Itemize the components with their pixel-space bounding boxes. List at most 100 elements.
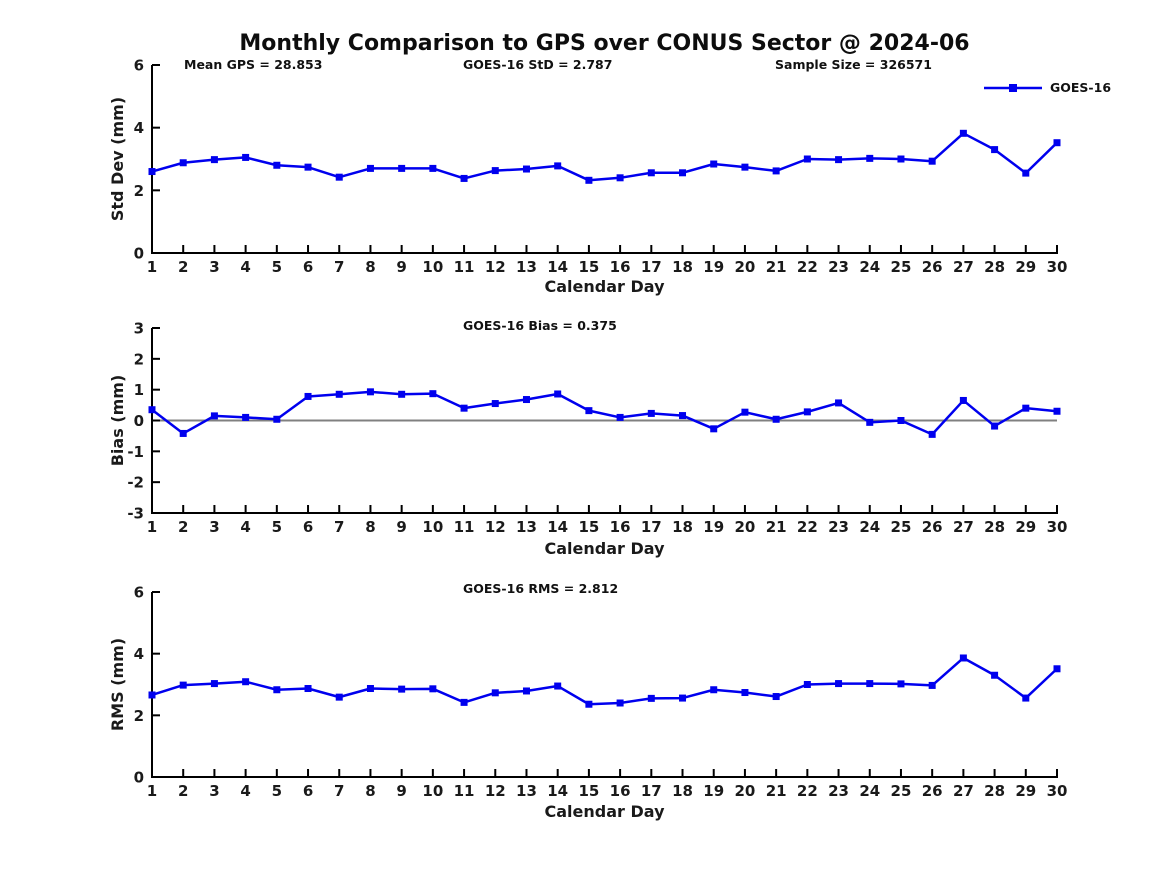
data-point-marker — [585, 176, 593, 184]
x-tick-label: 6 — [303, 782, 313, 800]
y-tick-label: 2 — [134, 350, 144, 368]
data-point-marker — [647, 694, 655, 702]
x-tick-label: 12 — [485, 782, 506, 800]
x-tick-label: 15 — [578, 258, 599, 276]
data-point-marker — [866, 154, 874, 162]
x-tick-label: 30 — [1047, 518, 1068, 536]
data-point-marker — [991, 146, 999, 154]
data-point-marker — [335, 173, 343, 181]
x-tick-label: 13 — [516, 518, 537, 536]
data-point-marker — [835, 680, 843, 688]
x-tick-label: 25 — [891, 518, 912, 536]
annotation-goes16-std: GOES-16 StD = 2.787 — [463, 57, 613, 72]
x-axis-label: Calendar Day — [545, 539, 666, 558]
data-point-marker — [491, 689, 499, 697]
x-axis-label: Calendar Day — [545, 802, 666, 821]
goes16-series-line — [151, 132, 1058, 182]
data-point-marker — [679, 169, 687, 177]
annotation-goes16-rms: GOES-16 RMS = 2.812 — [463, 581, 619, 596]
data-point-marker — [210, 412, 218, 420]
annotation-mean-gps: Mean GPS = 28.853 — [184, 57, 323, 72]
data-point-marker — [991, 422, 999, 430]
x-tick-label: 28 — [984, 782, 1005, 800]
data-point-marker — [647, 409, 655, 417]
data-point-marker — [179, 681, 187, 689]
x-tick-label: 3 — [209, 518, 219, 536]
data-point-marker — [928, 681, 936, 689]
x-tick-label: 17 — [641, 258, 662, 276]
x-tick-label: 30 — [1047, 782, 1068, 800]
x-tick-label: 25 — [891, 782, 912, 800]
y-tick-label: 2 — [134, 182, 144, 200]
y-tick-label: -3 — [127, 505, 144, 523]
data-point-marker — [335, 390, 343, 398]
data-point-marker — [304, 392, 312, 400]
x-tick-label: 23 — [828, 518, 849, 536]
y-axis-label: Bias (mm) — [108, 375, 127, 467]
x-tick-label: 30 — [1047, 258, 1068, 276]
x-tick-label: 29 — [1015, 518, 1036, 536]
data-point-marker — [429, 164, 437, 172]
data-point-marker — [148, 691, 156, 699]
x-tick-label: 6 — [303, 518, 313, 536]
data-point-marker — [1022, 694, 1030, 702]
data-point-marker — [398, 685, 406, 693]
legend-line-sample-icon — [984, 83, 1042, 92]
data-point-marker — [741, 408, 749, 416]
x-tick-label: 28 — [984, 258, 1005, 276]
x-tick-label: 6 — [303, 258, 313, 276]
y-axis-label: RMS (mm) — [108, 638, 127, 731]
data-point-marker — [741, 689, 749, 697]
data-point-marker — [554, 162, 562, 170]
y-tick-label: 1 — [134, 381, 144, 399]
data-point-marker — [959, 654, 967, 662]
x-tick-label: 15 — [578, 518, 599, 536]
data-point-marker — [522, 165, 530, 173]
x-tick-label: 24 — [859, 782, 880, 800]
data-point-marker — [491, 400, 499, 408]
data-point-marker — [772, 415, 780, 423]
data-point-marker — [429, 390, 437, 398]
x-tick-label: 14 — [547, 258, 568, 276]
data-point-marker — [304, 163, 312, 171]
data-point-marker — [897, 417, 905, 424]
x-tick-label: 23 — [828, 258, 849, 276]
goes16-series-line — [151, 390, 1058, 436]
x-tick-label: 27 — [953, 518, 974, 536]
data-point-marker — [554, 682, 562, 690]
x-tick-label: 16 — [610, 782, 631, 800]
x-tick-label: 18 — [672, 518, 693, 536]
x-tick-label: 21 — [766, 258, 787, 276]
data-point-marker — [616, 699, 624, 707]
data-point-marker — [148, 406, 156, 414]
data-point-marker — [959, 396, 967, 404]
data-point-marker — [460, 404, 468, 412]
x-tick-label: 20 — [734, 518, 755, 536]
x-tick-label: 29 — [1015, 782, 1036, 800]
data-point-marker — [1053, 665, 1061, 673]
data-point-marker — [273, 686, 281, 694]
data-point-marker — [366, 388, 374, 396]
x-tick-label: 9 — [396, 782, 406, 800]
page-title: Monthly Comparison to GPS over CONUS Sec… — [239, 31, 970, 56]
data-point-marker — [1022, 404, 1030, 412]
data-point-marker — [710, 425, 718, 433]
x-tick-label: 19 — [703, 782, 724, 800]
y-axis-label: Std Dev (mm) — [108, 97, 127, 221]
y-tick-label: -2 — [127, 474, 144, 492]
x-tick-label: 4 — [240, 518, 250, 536]
y-tick-label: 4 — [134, 119, 144, 137]
x-tick-label: 16 — [610, 258, 631, 276]
data-point-marker — [1053, 407, 1061, 415]
data-point-marker — [772, 693, 780, 701]
x-tick-label: 11 — [454, 518, 475, 536]
data-point-marker — [710, 686, 718, 694]
x-tick-label: 20 — [734, 782, 755, 800]
x-tick-label: 28 — [984, 518, 1005, 536]
data-point-marker — [304, 685, 312, 693]
x-tick-label: 4 — [240, 782, 250, 800]
x-tick-label: 16 — [610, 518, 631, 536]
